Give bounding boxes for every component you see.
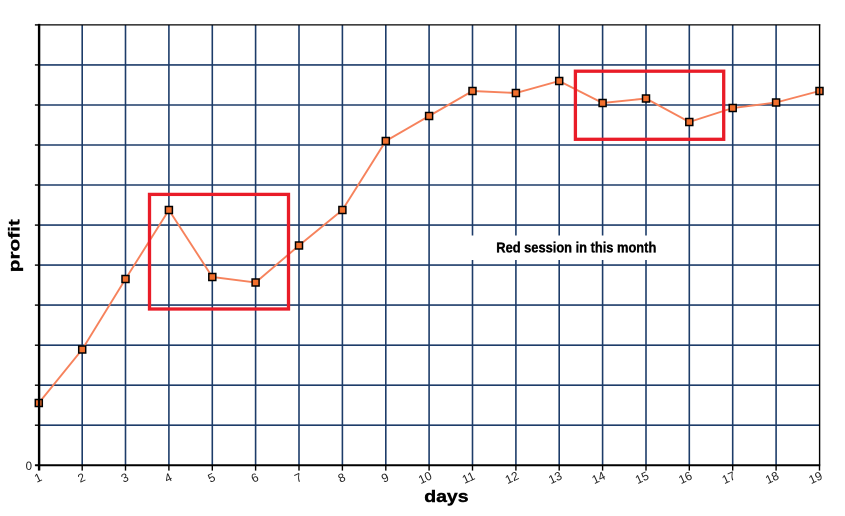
svg-text:Red session in this month: Red session in this month <box>496 240 656 256</box>
svg-text:10: 10 <box>416 468 434 486</box>
svg-text:14: 14 <box>590 468 608 486</box>
svg-text:19: 19 <box>806 468 824 486</box>
svg-text:16: 16 <box>676 468 694 486</box>
svg-text:days: days <box>424 487 468 506</box>
svg-text:12: 12 <box>503 468 521 486</box>
svg-text:18: 18 <box>763 468 781 486</box>
svg-text:11: 11 <box>460 469 478 487</box>
svg-text:0: 0 <box>26 461 32 473</box>
svg-text:13: 13 <box>546 468 564 486</box>
svg-text:profit: profit <box>6 218 23 272</box>
svg-text:15: 15 <box>633 468 651 486</box>
svg-text:17: 17 <box>720 468 738 486</box>
